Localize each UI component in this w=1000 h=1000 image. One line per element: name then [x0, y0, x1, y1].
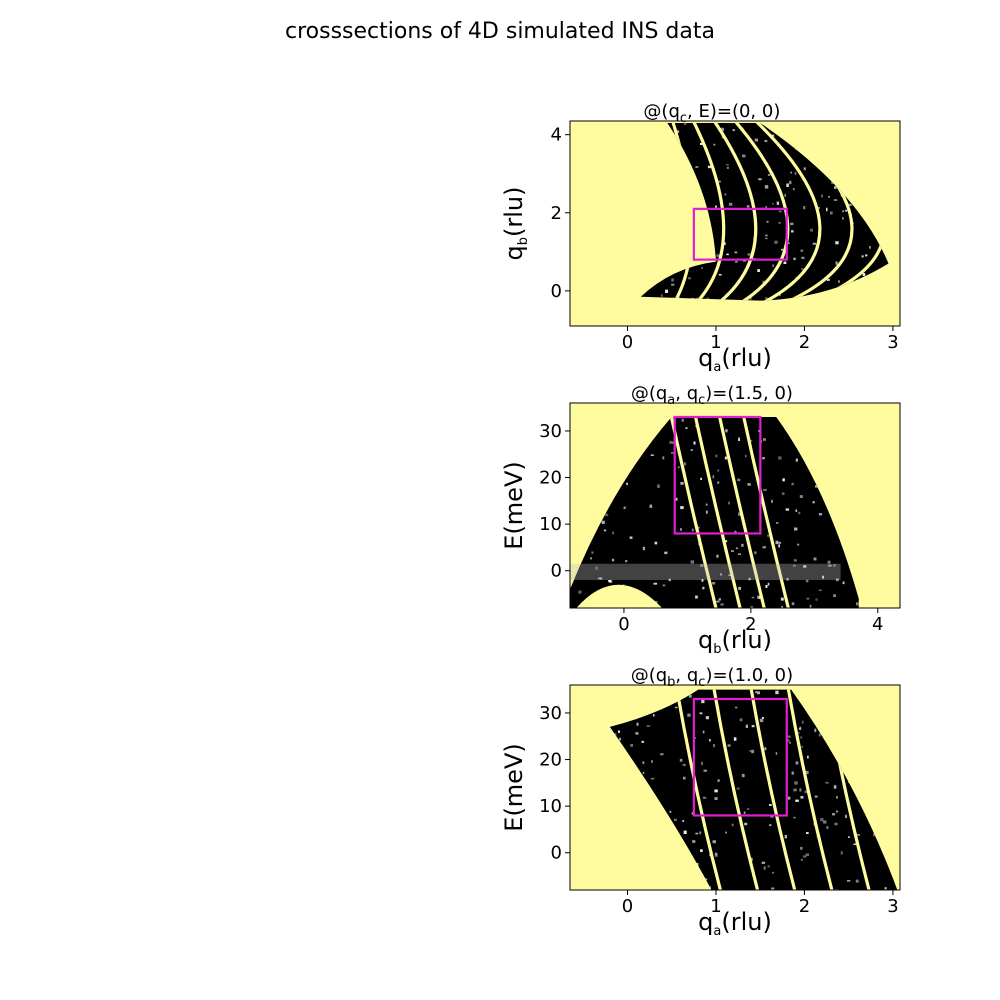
y-axis-label: qb(rlu) — [500, 187, 531, 261]
subplot-1: 0 1 2 3 0 2 4 @(qc, E)=(0, 0) qa(rlu) qb(rlu) — [500, 101, 901, 375]
y-tick-label: 2 — [551, 203, 562, 224]
subplot-title: @(qa, qc)=(1.5, 0) — [631, 383, 793, 408]
y-tick-label: 0 — [551, 843, 562, 864]
y-tick-label: 10 — [539, 796, 562, 817]
roi-box — [673, 415, 762, 535]
streak — [786, 689, 834, 890]
x-axis-label: qb(rlu) — [698, 626, 772, 657]
x-tick-label: 1 — [710, 896, 721, 917]
streak — [690, 416, 742, 608]
elastic-band — [570, 563, 841, 581]
roi-box — [692, 697, 788, 817]
streak — [674, 689, 722, 890]
data-region — [609, 689, 898, 890]
axes-frame — [569, 120, 901, 327]
data-region — [640, 122, 889, 301]
x-tick-label: 2 — [799, 332, 810, 353]
x-axis-label: qa(rlu) — [698, 344, 772, 375]
y-tick-label: 0 — [551, 281, 562, 302]
y-axis-label: E(meV) — [500, 743, 528, 831]
y-axis-label: E(meV) — [500, 461, 528, 549]
streak — [752, 122, 822, 301]
y-tick-label: 20 — [539, 468, 562, 489]
streak — [715, 416, 766, 608]
roi-box — [692, 207, 788, 261]
axes-frame — [569, 402, 901, 609]
y-tick-label: 4 — [551, 125, 562, 146]
subplot-2: 0 2 4 0 10 20 30 @(qa, qc)=(1.5, 0) qb(rlu) E(meV… — [500, 383, 901, 657]
subplot-title: @(qc, E)=(0, 0) — [643, 101, 780, 126]
x-tick-label: 3 — [887, 332, 898, 353]
data-region — [570, 416, 859, 608]
y-tick-label: 20 — [539, 750, 562, 771]
y-tick-label: 30 — [539, 703, 562, 724]
subplot-title: @(qb, qc)=(1.0, 0) — [631, 665, 793, 690]
streak — [748, 689, 797, 890]
streak — [711, 689, 760, 890]
y-tick-label: 0 — [551, 561, 562, 582]
x-tick-label: 0 — [622, 896, 633, 917]
x-tick-label: 4 — [872, 614, 883, 635]
x-tick-label: 2 — [745, 614, 756, 635]
figure-title: crosssections of 4D simulated INS data — [285, 19, 715, 44]
x-tick-label: 0 — [618, 614, 629, 635]
y-tick-label: 30 — [539, 421, 562, 442]
x-tick-label: 3 — [887, 896, 898, 917]
x-tick-label: 2 — [799, 896, 810, 917]
y-tick-label: 10 — [539, 514, 562, 535]
x-axis-label: qa(rlu) — [698, 908, 772, 939]
streak — [690, 122, 726, 301]
streak — [711, 122, 758, 301]
axes-frame — [569, 684, 901, 891]
streak — [739, 416, 790, 608]
x-tick-label: 1 — [710, 332, 721, 353]
x-tick-label: 0 — [622, 332, 633, 353]
